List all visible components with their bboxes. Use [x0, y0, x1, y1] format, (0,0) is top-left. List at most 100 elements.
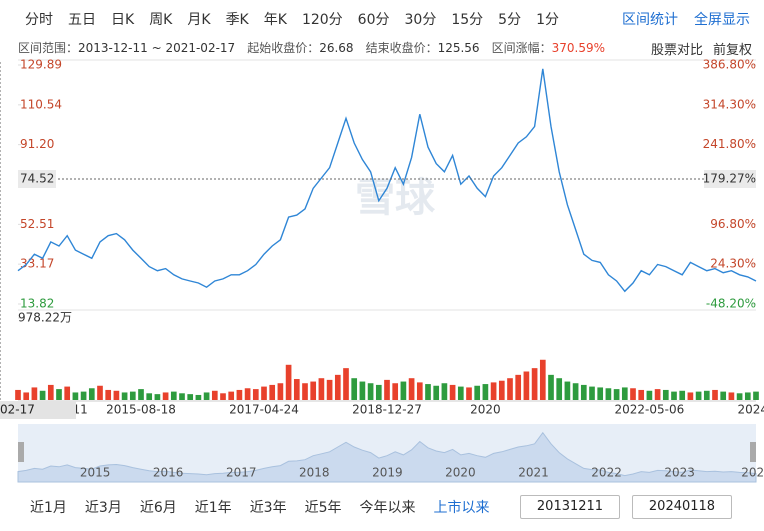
volume-bar: [392, 383, 399, 400]
volume-bar: [466, 387, 472, 400]
period-tab[interactable]: 120分: [301, 12, 343, 28]
navigator-label: 202: [741, 466, 764, 480]
period-tabs: 分时 五日 日K 周K 月K 季K 年K 120分 60分 30分 15分 5分 1分: [25, 9, 559, 29]
volume-bar: [367, 383, 374, 400]
range-button[interactable]: 今年以来: [359, 500, 416, 516]
volume-bar: [744, 392, 751, 400]
navigator-handle: [750, 442, 756, 462]
period-tab[interactable]: 1分: [536, 12, 559, 28]
range-button[interactable]: 近3年: [249, 500, 287, 516]
volume-bar: [343, 368, 349, 400]
action[interactable]: 全屏显示: [694, 12, 750, 28]
x-tick-label: 2020: [470, 403, 501, 417]
period-tab[interactable]: 年K: [263, 12, 287, 28]
period-tab[interactable]: 60分: [357, 12, 390, 28]
volume-bar: [712, 389, 718, 400]
volume-bar: [662, 389, 669, 400]
volume-bar: [720, 391, 727, 400]
x-tick-label: 2022-05-06: [615, 403, 685, 417]
summary: 区间范围：2013-12-11 ~ 2021-02-17 起始收盘价：26.68 结…: [18, 39, 605, 56]
summary-label: 结束收盘价：: [365, 41, 438, 55]
volume-bar: [400, 381, 407, 400]
range-button[interactable]: 上市以来: [433, 500, 490, 516]
range-button[interactable]: 近5年: [304, 500, 342, 516]
crosshair-y2-label: 179.27%: [703, 172, 756, 186]
volume-bar: [515, 374, 522, 400]
tools: 股票对比 前复权: [651, 39, 752, 58]
navigator-label: 2016: [153, 466, 184, 480]
range-button[interactable]: 近3月: [84, 500, 122, 516]
volume-bar: [482, 384, 489, 400]
period-tab[interactable]: 月K: [187, 12, 211, 28]
volume-bar: [490, 382, 497, 400]
period-tab[interactable]: 五日: [68, 12, 96, 28]
y2-tick-label: 314.30%: [703, 97, 756, 111]
volume-bar: [56, 389, 62, 400]
summary-item: 区间范围：2013-12-11 ~ 2021-02-17: [18, 39, 235, 56]
y2-tick-label: -48.20%: [706, 297, 756, 311]
price-line: [17, 68, 757, 293]
volume-bar: [334, 374, 341, 400]
volume-tick-label: 978.22万: [18, 311, 72, 325]
end-date[interactable]: 20240118: [632, 495, 732, 519]
volume-bar: [80, 391, 87, 400]
volume-bar: [425, 384, 431, 400]
volume-bar: [580, 384, 587, 400]
y2-tick-label: 96.80%: [710, 217, 756, 231]
summary-item: 结束收盘价：125.56: [366, 39, 480, 56]
x-tick-label: 2015-08-18: [106, 403, 176, 417]
y-tick-label: 91.20: [20, 137, 54, 151]
actions: 区间统计 全屏显示: [622, 9, 750, 29]
range-button[interactable]: 近1月: [30, 500, 67, 516]
volume-bar: [228, 391, 235, 400]
volume-bar: [703, 390, 710, 400]
volume-bar: [47, 384, 54, 400]
volume-bar: [154, 394, 161, 400]
range-button[interactable]: 近1年: [194, 500, 232, 516]
tool[interactable]: 股票对比: [650, 43, 703, 58]
volume-bar: [507, 378, 513, 400]
volume-bar: [351, 378, 358, 400]
volume-bar: [564, 381, 571, 400]
x-tick-label: 2018-12-27: [352, 403, 422, 417]
volume-bar: [548, 374, 554, 400]
volume-bar: [449, 384, 456, 400]
navigator-label: 2017: [226, 466, 257, 480]
volume-bar: [236, 389, 243, 400]
volume-bar: [572, 383, 579, 400]
volume-bar: [671, 391, 677, 400]
x-tick-label: 2017-04-24: [229, 403, 299, 417]
crosshair-box: [0, 401, 76, 419]
period-tab[interactable]: 季K: [225, 12, 249, 28]
volume-bar: [39, 390, 46, 400]
range-button[interactable]: 近6月: [139, 500, 177, 516]
period-tab[interactable]: 分时: [25, 12, 53, 28]
period-tab[interactable]: 周K: [149, 12, 173, 28]
y-tick-label: 33.17: [20, 257, 54, 271]
volume-bar: [64, 386, 71, 400]
volume-bar: [728, 392, 735, 400]
range-buttons: 近1月 近3月 近6月 近1年 近3年 近5年 今年以来 上市以来: [30, 497, 490, 517]
volume-bar: [277, 383, 284, 400]
volume-bar: [375, 384, 382, 400]
volume-bar: [433, 385, 440, 400]
summary-value: 2013-12-11 ~ 2021-02-17: [78, 41, 236, 55]
period-tab[interactable]: 15分: [451, 12, 484, 28]
period-tab[interactable]: 30分: [404, 12, 437, 28]
tool[interactable]: 前复权: [712, 43, 752, 58]
y-tick-label: 13.82: [20, 297, 54, 311]
navigator-handle: [18, 442, 24, 462]
period-tab[interactable]: 5分: [498, 12, 522, 28]
start-date[interactable]: 20131211: [520, 495, 620, 519]
volume-bar: [605, 388, 612, 400]
volume-bar: [129, 391, 136, 400]
volume-bar: [269, 384, 276, 400]
volume-bar: [302, 383, 308, 400]
volume-bar: [23, 392, 30, 400]
navigator-label: 2018: [299, 466, 330, 480]
volume-bar: [293, 379, 300, 400]
volume-bar: [146, 393, 153, 400]
volume-bar: [326, 379, 333, 400]
period-tab[interactable]: 日K: [111, 12, 135, 28]
action[interactable]: 区间统计: [622, 12, 678, 28]
